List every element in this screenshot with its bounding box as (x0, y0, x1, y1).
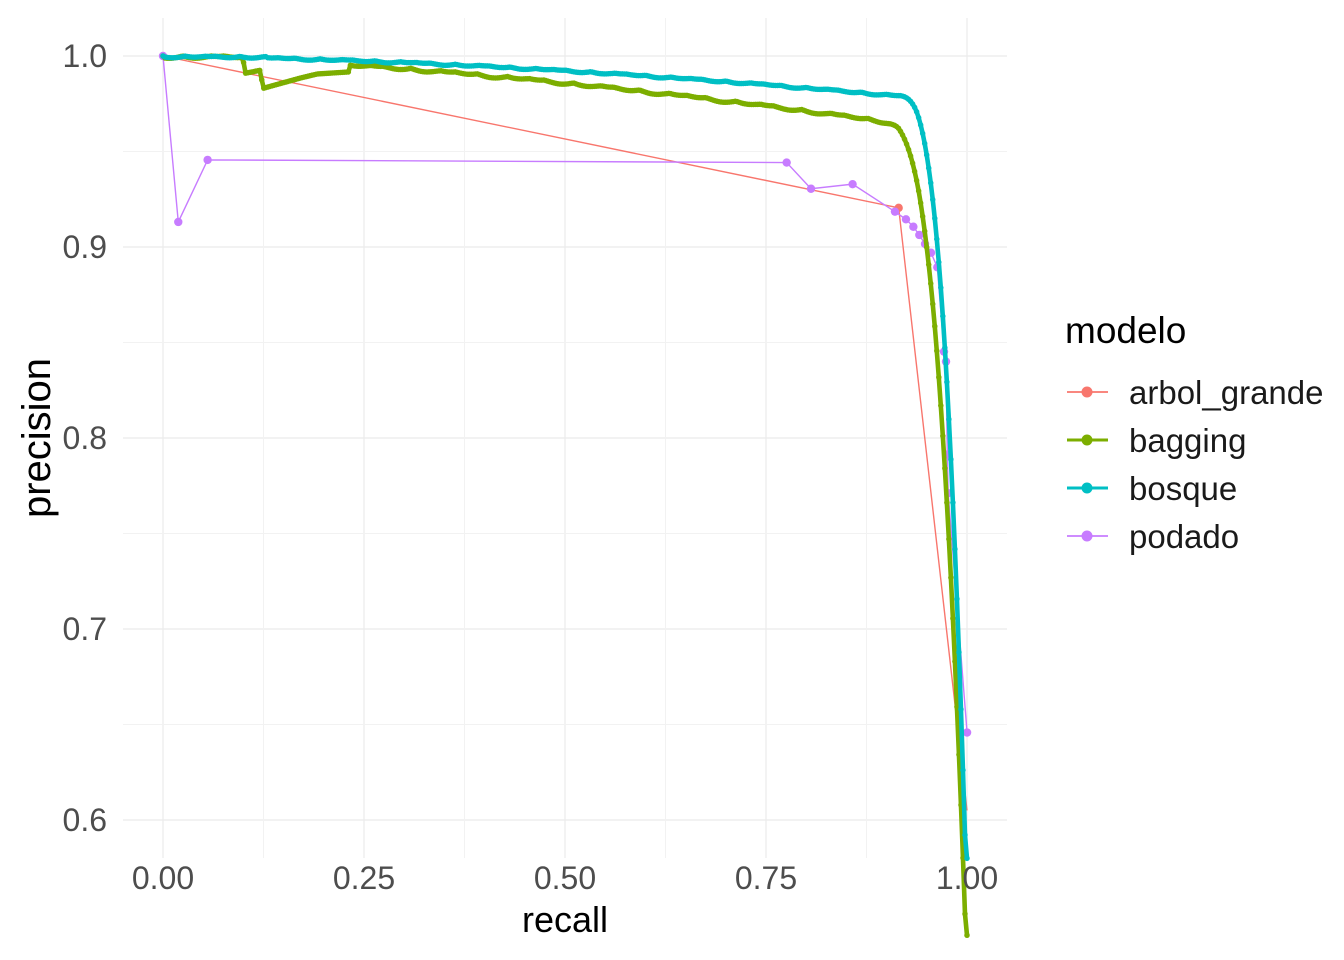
svg-text:0.6: 0.6 (63, 802, 107, 838)
svg-text:precision: precision (15, 358, 59, 518)
svg-text:arbol_grande: arbol_grande (1129, 374, 1324, 411)
svg-text:recall: recall (522, 899, 608, 940)
svg-text:0.9: 0.9 (63, 229, 107, 265)
svg-text:1.0: 1.0 (63, 38, 107, 74)
svg-text:bagging: bagging (1129, 422, 1246, 459)
svg-text:modelo: modelo (1065, 310, 1186, 351)
svg-text:0.8: 0.8 (63, 420, 107, 456)
svg-text:1.00: 1.00 (936, 860, 998, 896)
svg-text:0.00: 0.00 (132, 860, 194, 896)
svg-text:0.50: 0.50 (534, 860, 596, 896)
svg-text:0.7: 0.7 (63, 611, 107, 647)
svg-text:bosque: bosque (1129, 470, 1237, 507)
svg-text:0.25: 0.25 (333, 860, 395, 896)
svg-text:0.75: 0.75 (735, 860, 797, 896)
svg-text:podado: podado (1129, 518, 1239, 555)
